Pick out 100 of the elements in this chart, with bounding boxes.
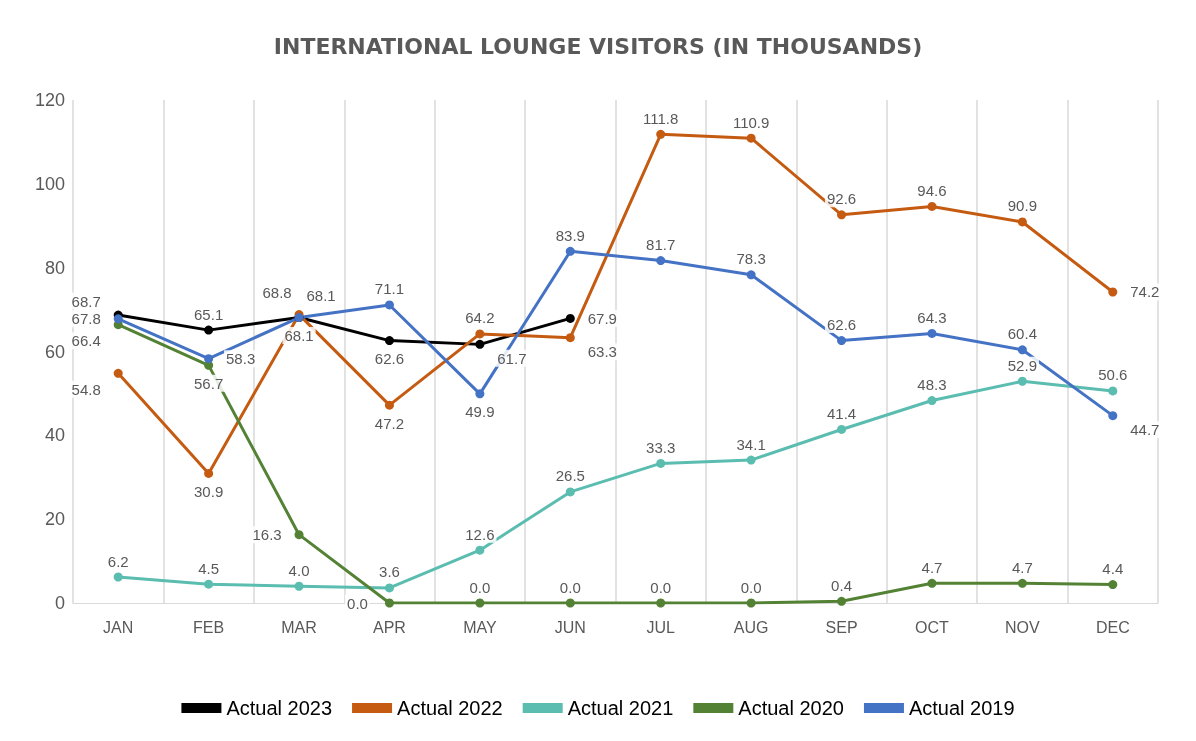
data-label: 66.4 bbox=[71, 332, 101, 350]
data-label: 68.1 bbox=[306, 287, 336, 305]
data-label: 74.2 bbox=[1130, 283, 1160, 301]
data-label: 78.3 bbox=[736, 250, 766, 268]
data-label: 49.9 bbox=[465, 403, 495, 421]
data-label: 0.0 bbox=[740, 578, 762, 596]
y-tick-label: 120 bbox=[34, 90, 65, 110]
point bbox=[746, 270, 756, 280]
point bbox=[565, 487, 575, 497]
x-tick-label: OCT bbox=[915, 618, 950, 636]
point bbox=[565, 333, 575, 343]
data-label: 0.0 bbox=[559, 578, 581, 596]
x-tick-label: AUG bbox=[733, 618, 769, 636]
y-tick-label: 40 bbox=[44, 425, 65, 446]
y-tick-label: 100 bbox=[34, 173, 65, 194]
point bbox=[1108, 580, 1118, 590]
point bbox=[656, 458, 666, 468]
point bbox=[204, 468, 214, 478]
point bbox=[1017, 217, 1027, 227]
data-label: 81.7 bbox=[646, 236, 676, 254]
data-label: 41.4 bbox=[826, 404, 857, 422]
point bbox=[1017, 345, 1027, 355]
point bbox=[475, 545, 485, 555]
point bbox=[656, 129, 666, 139]
point bbox=[384, 583, 394, 593]
point bbox=[565, 246, 575, 256]
data-label: 83.9 bbox=[555, 226, 585, 244]
point bbox=[475, 389, 485, 399]
data-label: 67.9 bbox=[587, 309, 617, 327]
point bbox=[384, 336, 394, 346]
x-tick-label: JAN bbox=[103, 618, 134, 636]
data-label: 4.4 bbox=[1102, 560, 1124, 578]
data-label: 4.0 bbox=[288, 561, 310, 579]
x-tick-label: DEC bbox=[1095, 618, 1130, 636]
data-label: 16.3 bbox=[252, 526, 282, 544]
point bbox=[1108, 287, 1118, 297]
point bbox=[837, 424, 847, 434]
data-label: 0.0 bbox=[650, 578, 672, 596]
data-label: 71.1 bbox=[374, 280, 405, 298]
point bbox=[1017, 578, 1027, 588]
legend-label: Actual 2020 bbox=[738, 697, 844, 719]
data-label: 56.7 bbox=[194, 374, 224, 392]
x-tick-label: MAY bbox=[463, 618, 497, 636]
data-label: 68.7 bbox=[71, 292, 101, 310]
x-tick-label: NOV bbox=[1005, 618, 1041, 636]
legend-label: Actual 2019 bbox=[908, 697, 1015, 719]
data-label: 4.7 bbox=[1011, 558, 1033, 576]
point bbox=[927, 328, 937, 338]
data-label: 54.8 bbox=[71, 380, 101, 398]
data-label: 67.8 bbox=[71, 310, 101, 328]
point bbox=[746, 455, 756, 465]
point bbox=[384, 400, 394, 410]
data-label: 65.1 bbox=[194, 305, 224, 323]
point bbox=[204, 325, 214, 335]
y-tick-label: 80 bbox=[44, 257, 65, 278]
point bbox=[384, 598, 394, 608]
point bbox=[837, 210, 847, 220]
point bbox=[927, 201, 937, 211]
point bbox=[746, 133, 756, 143]
data-label: 63.3 bbox=[587, 343, 617, 361]
data-label: 90.9 bbox=[1007, 197, 1037, 215]
point bbox=[656, 598, 666, 608]
legend-label: Actual 2023 bbox=[226, 697, 333, 719]
point bbox=[475, 339, 485, 349]
data-label: 4.5 bbox=[198, 559, 220, 577]
data-label: 6.2 bbox=[107, 552, 129, 570]
point bbox=[927, 396, 937, 406]
legend-label: Actual 2022 bbox=[397, 697, 503, 719]
data-label: 34.1 bbox=[736, 435, 766, 453]
data-label: 0.0 bbox=[347, 594, 368, 612]
data-label: 64.3 bbox=[917, 308, 947, 326]
data-label: 26.5 bbox=[555, 467, 585, 485]
data-label: 44.7 bbox=[1130, 421, 1160, 439]
point bbox=[1108, 386, 1118, 396]
point bbox=[113, 368, 123, 378]
point bbox=[1017, 376, 1027, 386]
point bbox=[294, 530, 304, 540]
data-label: 68.1 bbox=[284, 327, 314, 345]
data-label: 58.3 bbox=[226, 350, 256, 368]
y-tick-label: 20 bbox=[44, 509, 65, 530]
point bbox=[656, 256, 666, 266]
data-label: 50.6 bbox=[1098, 366, 1128, 384]
data-label: 92.6 bbox=[826, 190, 857, 208]
point bbox=[204, 354, 214, 364]
data-label: 60.4 bbox=[1007, 325, 1037, 343]
x-tick-label: FEB bbox=[193, 618, 225, 636]
point bbox=[565, 313, 575, 323]
data-label: 52.9 bbox=[1007, 356, 1037, 374]
point bbox=[565, 598, 575, 608]
x-tick-label: JUN bbox=[554, 618, 586, 636]
point bbox=[746, 598, 756, 608]
point bbox=[113, 314, 123, 324]
point bbox=[113, 572, 123, 582]
y-tick-label: 0 bbox=[54, 593, 65, 613]
data-label: 0.4 bbox=[831, 576, 852, 594]
data-label: 64.2 bbox=[465, 309, 495, 327]
point bbox=[837, 336, 847, 346]
data-label: 111.8 bbox=[643, 109, 679, 127]
point bbox=[927, 578, 937, 588]
chart-title: INTERNATIONAL LOUNGE VISITORS (IN THOUSANDS) bbox=[273, 33, 923, 59]
